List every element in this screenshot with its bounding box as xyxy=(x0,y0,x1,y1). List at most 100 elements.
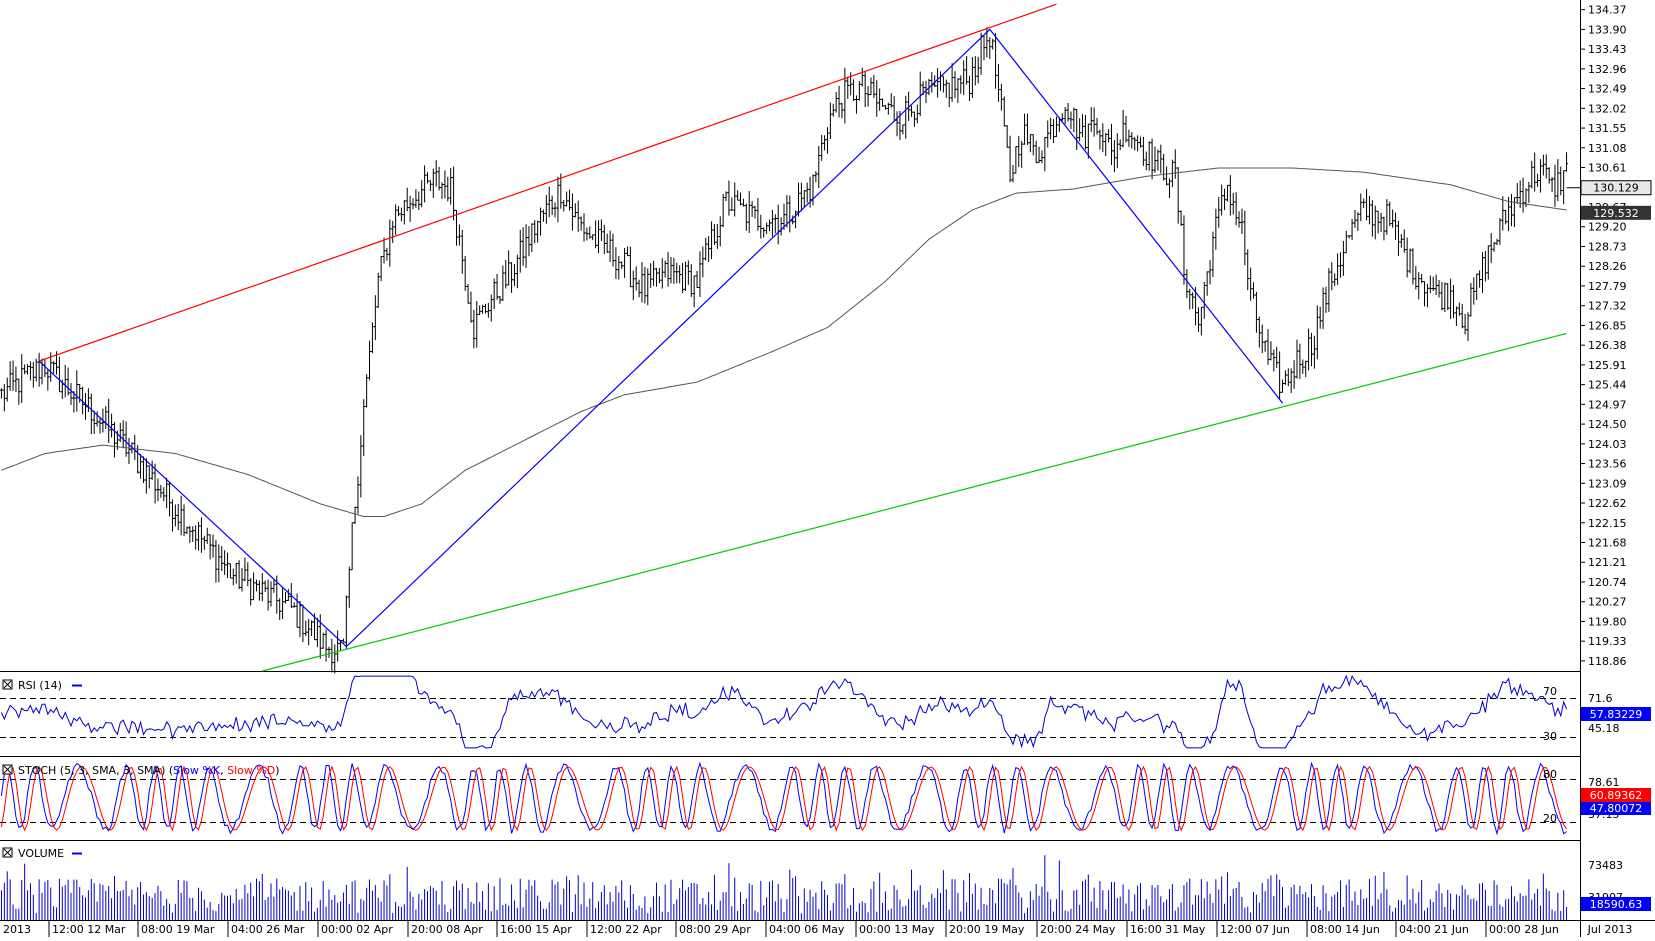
price-bar xyxy=(252,572,256,601)
price-bar xyxy=(915,104,919,124)
price-bar xyxy=(1414,266,1418,290)
price-bar xyxy=(562,199,566,212)
time-tick-label: 16:00 15 Apr xyxy=(500,923,572,936)
price-bar xyxy=(1434,274,1438,296)
volume-title: VOLUME xyxy=(2,847,82,860)
price-bar xyxy=(1530,160,1534,189)
price-bar xyxy=(860,67,864,87)
price-bar xyxy=(1081,114,1085,138)
time-tick-label: Jul 2013 xyxy=(1587,923,1633,936)
price-bar xyxy=(399,207,403,222)
price-bar xyxy=(718,216,722,247)
price-bar xyxy=(449,167,453,205)
price-bar xyxy=(23,364,27,375)
price-bar xyxy=(628,246,632,288)
price-tick-label: 121.68 xyxy=(1588,537,1627,550)
price-bar xyxy=(1463,313,1467,335)
price-bar xyxy=(863,70,867,107)
price-bar xyxy=(582,213,586,242)
price-bar xyxy=(1324,286,1328,313)
price-bar xyxy=(234,563,238,584)
price-bar xyxy=(599,219,603,241)
price-bar xyxy=(591,234,595,241)
price-bar xyxy=(1521,177,1525,213)
price-tick-label: 122.62 xyxy=(1588,497,1627,510)
price-bar xyxy=(1362,198,1366,208)
price-bar xyxy=(634,266,638,291)
price-bar xyxy=(536,220,540,243)
price-bar xyxy=(941,75,945,93)
price-bar xyxy=(530,223,534,253)
time-tick-label: 16:00 31 May xyxy=(1130,923,1206,936)
rsi-tick-label: 45.18 xyxy=(1588,722,1620,735)
price-bar xyxy=(1425,283,1429,308)
price-bar xyxy=(327,646,331,658)
time-tick-label: 08:00 14 Jun xyxy=(1310,923,1380,936)
price-bar xyxy=(1347,235,1351,239)
price-bar xyxy=(1138,136,1142,148)
price-bar xyxy=(341,638,345,643)
price-bar xyxy=(776,204,780,245)
price-bar xyxy=(1544,154,1548,179)
price-bar xyxy=(1136,135,1140,152)
price-bar xyxy=(417,191,421,210)
price-bar xyxy=(37,352,41,387)
rsi-title: RSI (14) xyxy=(2,679,82,692)
price-bar xyxy=(452,166,456,221)
price-bar xyxy=(1240,208,1244,234)
price-bar xyxy=(1402,229,1406,253)
price-bar xyxy=(1208,260,1212,285)
price-bar xyxy=(770,209,774,237)
price-bar xyxy=(686,260,690,285)
price-bar xyxy=(869,77,873,96)
price-bar xyxy=(1165,166,1169,186)
price-bar xyxy=(608,230,612,262)
price-bar xyxy=(107,398,111,444)
price-bar xyxy=(362,399,366,457)
price-bar xyxy=(1301,359,1305,374)
price-bar xyxy=(156,478,160,502)
price-bar xyxy=(315,617,319,648)
price-bar xyxy=(28,361,32,381)
price-bar xyxy=(823,135,827,151)
price-bar xyxy=(678,265,682,284)
price-bar xyxy=(191,526,195,542)
price-bar xyxy=(1562,170,1566,205)
price-bar xyxy=(1063,107,1067,125)
price-bar xyxy=(773,214,777,234)
price-bar xyxy=(802,190,806,208)
price-bar xyxy=(515,254,519,289)
price-bar xyxy=(1043,137,1047,172)
price-bar xyxy=(1266,329,1270,365)
price-bar xyxy=(1095,118,1099,135)
price-bar xyxy=(1011,164,1015,183)
price-bar xyxy=(782,203,786,230)
volume-label: VOLUME xyxy=(18,847,64,860)
price-bar xyxy=(936,68,940,98)
price-bar xyxy=(231,568,235,586)
price-bar xyxy=(1147,141,1151,171)
price-bar xyxy=(1321,287,1325,330)
price-bar xyxy=(1379,212,1383,232)
price-bar xyxy=(707,236,711,262)
price-bar xyxy=(602,224,606,255)
price-bar xyxy=(1431,276,1435,292)
price-bar xyxy=(188,525,192,543)
price-bar xyxy=(426,172,430,184)
price-bar xyxy=(805,182,809,203)
price-bar xyxy=(579,216,583,231)
price-bar xyxy=(1536,173,1540,187)
price-bar xyxy=(1072,107,1076,133)
price-bar xyxy=(257,580,261,601)
price-bar xyxy=(747,191,751,233)
price-bar xyxy=(991,38,995,50)
price-bar xyxy=(649,263,653,288)
rsi-line xyxy=(0,674,1568,749)
price-bar xyxy=(463,256,467,291)
price-bar xyxy=(637,279,641,298)
price-bar xyxy=(654,267,658,287)
price-bar xyxy=(1127,129,1131,147)
price-bar xyxy=(1559,166,1563,196)
price-tick-label: 123.56 xyxy=(1588,458,1627,471)
price-bar xyxy=(967,75,971,102)
